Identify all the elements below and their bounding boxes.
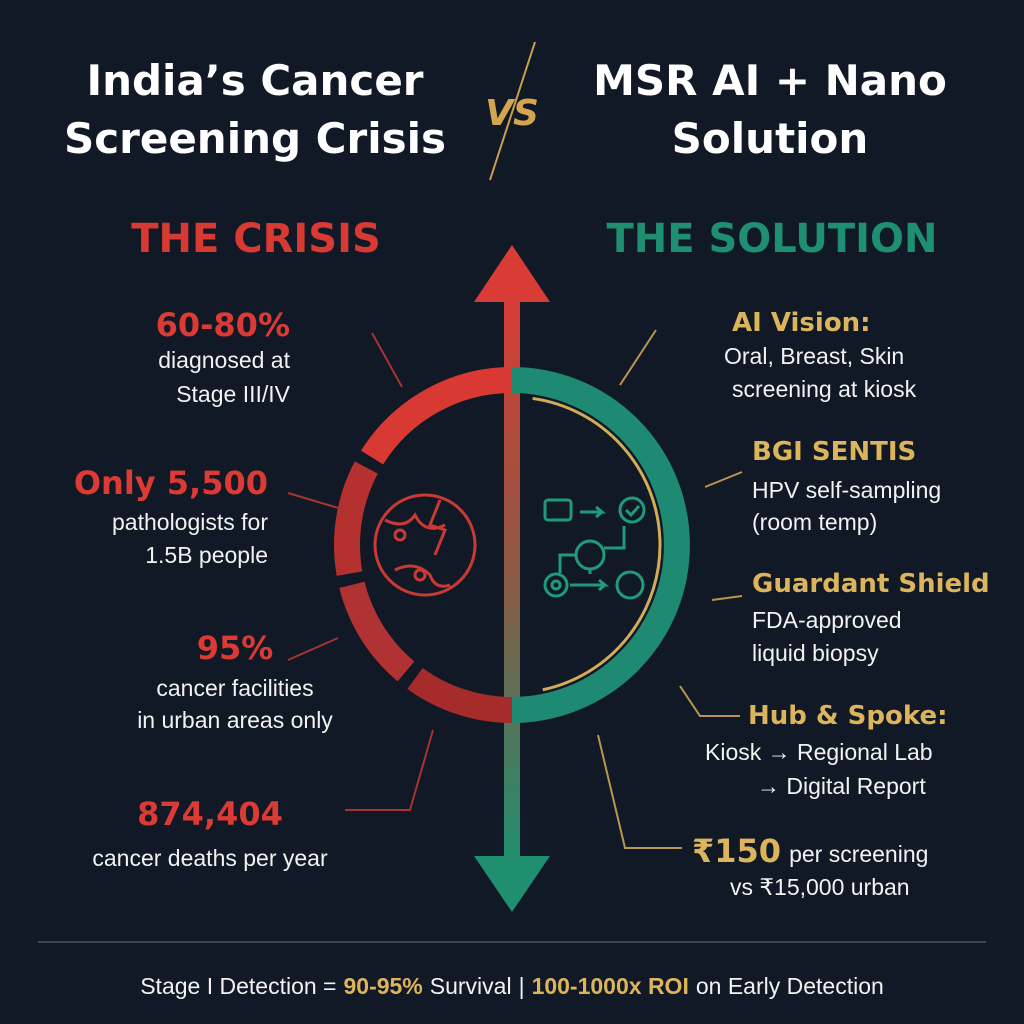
solution-title: Hub & Spoke: [748,701,947,731]
crisis-text: in urban areas only [137,707,333,733]
content: India’s Cancer Screening Crisis MSR AI + N… [64,56,990,999]
solution-text: HPV self-sampling [752,477,941,503]
title-line: MSR AI + Nano [593,56,947,105]
solution-text: FDA-approved [752,607,902,633]
solution-inner-arc [532,396,662,692]
crisis-ring-segment [407,667,513,723]
solution-price: ₹150 per screening [692,832,928,870]
crisis-ring-segment [334,461,378,576]
crisis-text: diagnosed at [158,347,290,373]
solution-text: vs ₹15,000 urban [730,874,910,900]
solution-connectors [597,329,743,849]
arrow-head-up [474,245,550,302]
title-line: Solution [672,114,869,163]
solution-ring [511,367,690,723]
footer-part: 100-1000x ROI [532,973,689,999]
solution-title: Guardant Shield [752,569,990,599]
crisis-stat: Only 5,500 [74,464,268,502]
footer-part: Survival [430,973,512,999]
vs-label: VS [485,93,539,134]
footer-part: 90-95% [343,973,422,999]
footer-part: Stage I Detection = [140,973,336,999]
crisis-ring-segment [361,367,513,465]
crisis-stat: 95% [197,629,274,667]
crisis-stat: 874,404 [137,795,283,833]
solution-title: BGI SENTIS [752,437,916,467]
solution-text: Oral, Breast, Skin [724,343,904,369]
solution-text: (room temp) [752,509,877,535]
globe-icon [373,493,477,597]
solution-text: → Digital Report [757,773,926,799]
solution-text: Kiosk → Regional Lab [705,739,933,765]
title-line: Screening Crisis [64,114,446,163]
price-highlight: ₹150 [692,832,781,870]
crisis-ring-segment [339,581,415,682]
crisis-stat: 60-80% [156,306,290,344]
solution-heading: THE SOLUTION [606,216,937,262]
solution-title: AI Vision: [732,308,871,338]
solution-text: screening at kiosk [732,376,917,402]
footer-text: Stage I Detection = 90-95% Survival | 100-10… [140,973,884,999]
vs-slash [489,41,536,181]
crisis-text: cancer facilities [156,675,313,701]
crisis-connectors [287,332,434,811]
price-text: per screening [789,841,928,867]
title-line: India’s Cancer [86,56,423,105]
crisis-text: pathologists for [112,509,268,535]
ring [334,367,690,723]
arrow-head-down [474,856,550,912]
footer-part: on Early Detection [696,973,884,999]
crisis-text: Stage III/IV [176,381,290,407]
solution-text: liquid biopsy [752,640,879,666]
crisis-heading: THE CRISIS [131,216,381,262]
workflow-icon [543,496,646,600]
crisis-text: cancer deaths per year [92,845,328,871]
footer-part: | [519,973,525,999]
crisis-text: 1.5B people [145,542,268,568]
